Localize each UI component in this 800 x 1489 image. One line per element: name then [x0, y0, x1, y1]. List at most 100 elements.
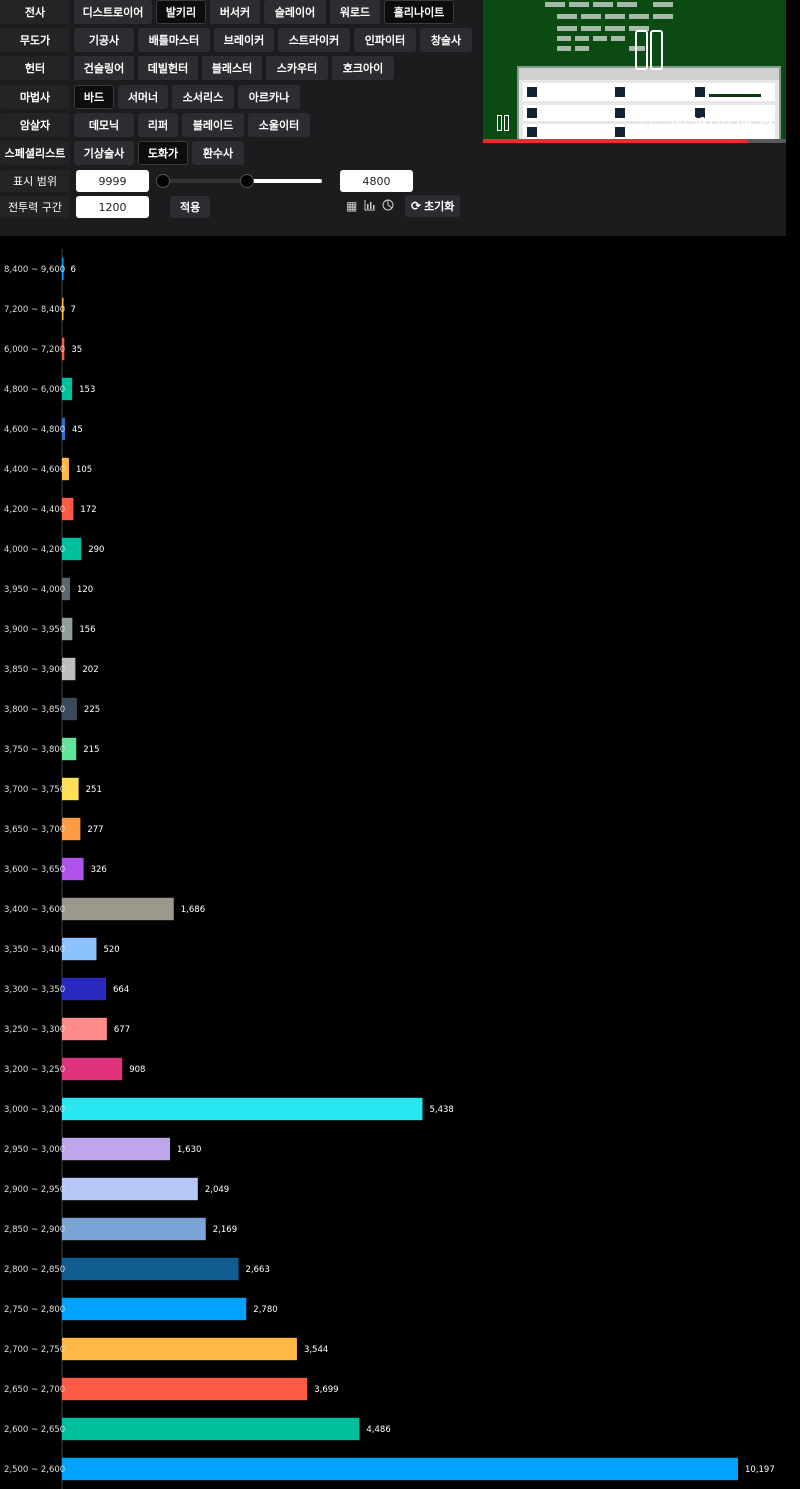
- video-player[interactable]: 00:56 / 01:04: [483, 0, 786, 143]
- class-group-label: 암살자: [0, 113, 70, 137]
- y-tick-label: 2,700 ~ 2,750: [4, 1345, 65, 1355]
- class-filter-button[interactable]: 서머너: [118, 85, 168, 109]
- bar[interactable]: [62, 1057, 123, 1081]
- video-progress-track[interactable]: [483, 139, 786, 143]
- bar[interactable]: [62, 497, 74, 521]
- bar[interactable]: [62, 1137, 171, 1161]
- bar-value-label: 2,780: [253, 1305, 277, 1315]
- center-pause-icon[interactable]: [635, 30, 665, 70]
- bar[interactable]: [62, 1297, 247, 1321]
- bar[interactable]: [62, 1097, 423, 1121]
- bar-chart: 8,400 ~ 9,600 6 7,200 ~ 8,400 7 6,000 ~ 7,20…: [4, 249, 775, 1489]
- bar[interactable]: [62, 337, 65, 361]
- bar[interactable]: [62, 857, 84, 881]
- class-filter-button[interactable]: 호크아이: [332, 56, 394, 80]
- class-filter-button[interactable]: 창술사: [420, 28, 472, 52]
- bar[interactable]: [62, 1457, 738, 1481]
- class-filter-button[interactable]: 스카우터: [266, 56, 328, 80]
- bar[interactable]: [62, 1217, 206, 1241]
- range-max-input[interactable]: 4800: [340, 170, 413, 192]
- bar-value-label: 3,699: [314, 1385, 338, 1395]
- pause-icon[interactable]: [497, 115, 509, 131]
- class-filter-button[interactable]: 블래스터: [202, 56, 262, 80]
- class-filter-button[interactable]: 데빌헌터: [138, 56, 198, 80]
- bar[interactable]: [62, 977, 107, 1001]
- y-tick-label: 2,650 ~ 2,700: [4, 1385, 65, 1395]
- bar[interactable]: [62, 777, 79, 801]
- reset-label: 초기화: [424, 200, 455, 213]
- class-filter-button[interactable]: 슬레이어: [264, 0, 326, 24]
- bar[interactable]: [62, 1337, 297, 1361]
- class-filter-button[interactable]: 브레이커: [214, 28, 274, 52]
- y-tick-label: 3,900 ~ 3,950: [4, 625, 65, 635]
- class-filter-button[interactable]: 디스트로이어: [74, 0, 152, 24]
- interval-input[interactable]: 1200: [76, 196, 149, 218]
- bar[interactable]: [62, 817, 81, 841]
- bar[interactable]: [62, 1177, 198, 1201]
- class-filter-button[interactable]: 환수사: [192, 141, 244, 165]
- bar-value-label: 202: [82, 665, 98, 675]
- class-row: 스페셜리스트 기상술사 도화가 환수사: [0, 141, 248, 165]
- bar[interactable]: [62, 1017, 107, 1041]
- class-filter-button[interactable]: 스트라이커: [278, 28, 350, 52]
- y-tick-label: 3,800 ~ 3,850: [4, 705, 65, 715]
- class-filter-button[interactable]: 홀리나이트: [384, 0, 454, 24]
- class-filter-button[interactable]: 도화가: [138, 141, 188, 165]
- slider-handle-min[interactable]: [156, 174, 171, 188]
- pie-chart-icon[interactable]: [382, 199, 394, 214]
- class-filter-button[interactable]: 기상술사: [74, 141, 134, 165]
- interval-label: 전투력 구간: [0, 196, 70, 218]
- bar[interactable]: [62, 657, 76, 681]
- class-filter-button[interactable]: 인파이터: [354, 28, 416, 52]
- bar[interactable]: [62, 1377, 308, 1401]
- bar-value-label: 215: [83, 745, 99, 755]
- class-filter-button[interactable]: 소울이터: [248, 113, 310, 137]
- bar[interactable]: [62, 897, 174, 921]
- bar-value-label: 277: [87, 825, 103, 835]
- bar[interactable]: [62, 937, 97, 961]
- bar[interactable]: [62, 1257, 239, 1281]
- bar-value-label: 45: [72, 425, 83, 435]
- slider-handle-max[interactable]: [240, 174, 255, 188]
- bar-chart-icon[interactable]: [364, 199, 376, 214]
- class-filter-button[interactable]: 아르카나: [238, 85, 300, 109]
- y-tick-label: 3,650 ~ 3,700: [4, 825, 65, 835]
- table-icon[interactable]: ▦: [346, 199, 358, 213]
- bar[interactable]: [62, 457, 69, 481]
- class-filter-button[interactable]: 배틀마스터: [138, 28, 210, 52]
- slider-fill: [163, 179, 248, 183]
- bar[interactable]: [62, 617, 73, 641]
- class-filter-button[interactable]: 소서리스: [172, 85, 234, 109]
- apply-button[interactable]: 적용: [170, 196, 211, 218]
- reset-button[interactable]: ⟳ 초기화: [405, 195, 461, 217]
- range-slider[interactable]: [156, 174, 322, 188]
- bar[interactable]: [62, 417, 65, 441]
- class-filter-button[interactable]: 워로드: [330, 0, 380, 24]
- bar[interactable]: [62, 537, 82, 561]
- volume-icon[interactable]: [641, 113, 655, 134]
- bar[interactable]: [62, 257, 64, 281]
- bar[interactable]: [62, 1417, 360, 1441]
- class-filter-button[interactable]: 건슬링어: [74, 56, 134, 80]
- y-tick-label: 3,350 ~ 3,400: [4, 945, 65, 955]
- range-min-input[interactable]: 9999: [76, 170, 149, 192]
- y-tick-label: 3,700 ~ 3,750: [4, 785, 65, 795]
- bar[interactable]: [62, 577, 70, 601]
- bar[interactable]: [62, 377, 73, 401]
- class-filter-button[interactable]: 블레이드: [182, 113, 244, 137]
- bar[interactable]: [62, 737, 77, 761]
- class-filter-button[interactable]: 버서커: [210, 0, 260, 24]
- y-tick-label: 2,750 ~ 2,800: [4, 1305, 65, 1315]
- bar[interactable]: [62, 697, 77, 721]
- bar[interactable]: [62, 297, 64, 321]
- settings-icon[interactable]: [758, 113, 774, 133]
- class-filter-button[interactable]: 바드: [74, 85, 114, 109]
- class-filter-button[interactable]: 발키리: [156, 0, 206, 24]
- bar-value-label: 225: [84, 705, 100, 715]
- bar-value-label: 105: [76, 465, 92, 475]
- class-filter-button[interactable]: 데모닉: [74, 113, 134, 137]
- y-tick-label: 3,000 ~ 3,200: [4, 1105, 65, 1115]
- class-filter-button[interactable]: 기공사: [74, 28, 134, 52]
- class-group-label: 전사: [0, 0, 70, 24]
- class-filter-button[interactable]: 리퍼: [138, 113, 178, 137]
